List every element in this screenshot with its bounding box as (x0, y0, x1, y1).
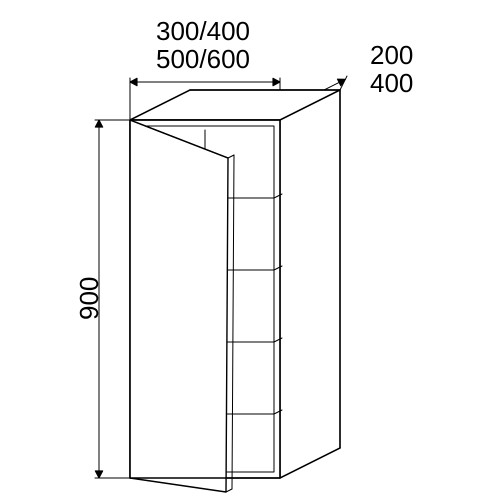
dim-depth-line2: 400 (370, 68, 413, 99)
cabinet-drawing (0, 0, 500, 500)
dim-width-line2: 500/600 (156, 44, 250, 75)
dim-width-line1: 300/400 (156, 16, 250, 47)
dim-height: 900 (74, 277, 105, 320)
dim-depth-line1: 200 (370, 40, 413, 71)
